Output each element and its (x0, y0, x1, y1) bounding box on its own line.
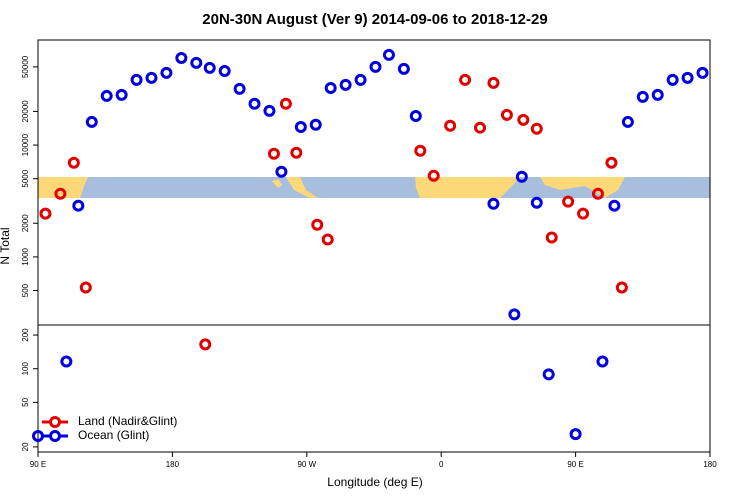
chart-title: 20N-30N August (Ver 9) 2014-09-06 to 201… (202, 11, 547, 28)
y-tick-label: 20000 (21, 100, 30, 123)
point (203, 61, 216, 74)
point (309, 118, 322, 131)
y-tick-label: 2000 (21, 214, 30, 232)
point (100, 89, 113, 102)
point (382, 48, 395, 61)
point (500, 108, 513, 121)
point (508, 308, 521, 321)
point (115, 88, 128, 101)
x-tick-label: 90 E (30, 460, 46, 469)
point (39, 207, 52, 220)
y-tick-label: 5000 (21, 169, 30, 187)
x-tick-label: 180 (166, 460, 180, 469)
point (267, 147, 280, 160)
point (175, 51, 188, 64)
legend-label: Land (Nadir&Glint) (78, 414, 177, 428)
x-axis-label: Longitude (deg E) (327, 475, 422, 489)
point (530, 122, 543, 135)
x-tick-label: 90 E (567, 460, 583, 469)
point (294, 121, 307, 134)
point (199, 338, 212, 351)
point (444, 119, 457, 132)
legend-marker (49, 416, 61, 428)
point (636, 90, 649, 103)
point (79, 281, 92, 294)
y-tick-label: 50 (21, 397, 30, 406)
point (517, 113, 530, 126)
point (339, 78, 352, 91)
point (233, 82, 246, 95)
point (311, 218, 324, 231)
y-tick-label: 500 (21, 283, 30, 297)
point (397, 62, 410, 75)
point (696, 66, 709, 79)
point (67, 156, 80, 169)
map-strip (38, 177, 710, 198)
point (562, 195, 575, 208)
point (621, 115, 634, 128)
point (474, 121, 487, 134)
legend-marker (49, 430, 61, 442)
point (190, 56, 203, 69)
point (414, 144, 427, 157)
point (354, 73, 367, 86)
point (72, 199, 85, 212)
y-tick-label: 100 (21, 362, 30, 376)
point (605, 156, 618, 169)
point (530, 196, 543, 209)
point (290, 146, 303, 159)
point (218, 64, 231, 77)
point (596, 355, 609, 368)
point (681, 71, 694, 84)
point (515, 170, 528, 183)
y-tick-label: 20 (21, 442, 30, 451)
point (60, 355, 73, 368)
point (592, 187, 604, 200)
point (369, 60, 382, 73)
legend-label: Ocean (Glint) (78, 428, 149, 442)
point (427, 169, 440, 182)
point (577, 207, 590, 220)
y-axis-label: N Total (0, 227, 12, 264)
point (651, 88, 664, 101)
point (263, 104, 276, 117)
x-tick-label: 0 (439, 460, 444, 469)
point (545, 231, 558, 244)
point (487, 197, 500, 210)
point (487, 76, 500, 89)
y-tick-label: 200 (21, 328, 30, 342)
point (409, 109, 422, 122)
point (569, 428, 582, 441)
point (542, 368, 555, 381)
x-tick-label: 90 W (297, 460, 316, 469)
point (615, 281, 628, 294)
point (85, 115, 98, 128)
y-tick-label: 50000 (21, 55, 30, 78)
point (459, 73, 472, 86)
point (608, 199, 621, 212)
point (275, 165, 288, 178)
plot-frame (37, 39, 711, 453)
y-tick-label: 10000 (21, 133, 30, 156)
point (54, 187, 67, 200)
point (279, 97, 292, 110)
point (160, 66, 173, 79)
y-tick-label: 1000 (21, 247, 30, 265)
point (248, 97, 261, 110)
point (324, 81, 337, 94)
point (666, 73, 679, 86)
x-tick-label: 180 (703, 460, 717, 469)
point (145, 71, 158, 84)
point (321, 233, 334, 246)
point (130, 73, 143, 86)
